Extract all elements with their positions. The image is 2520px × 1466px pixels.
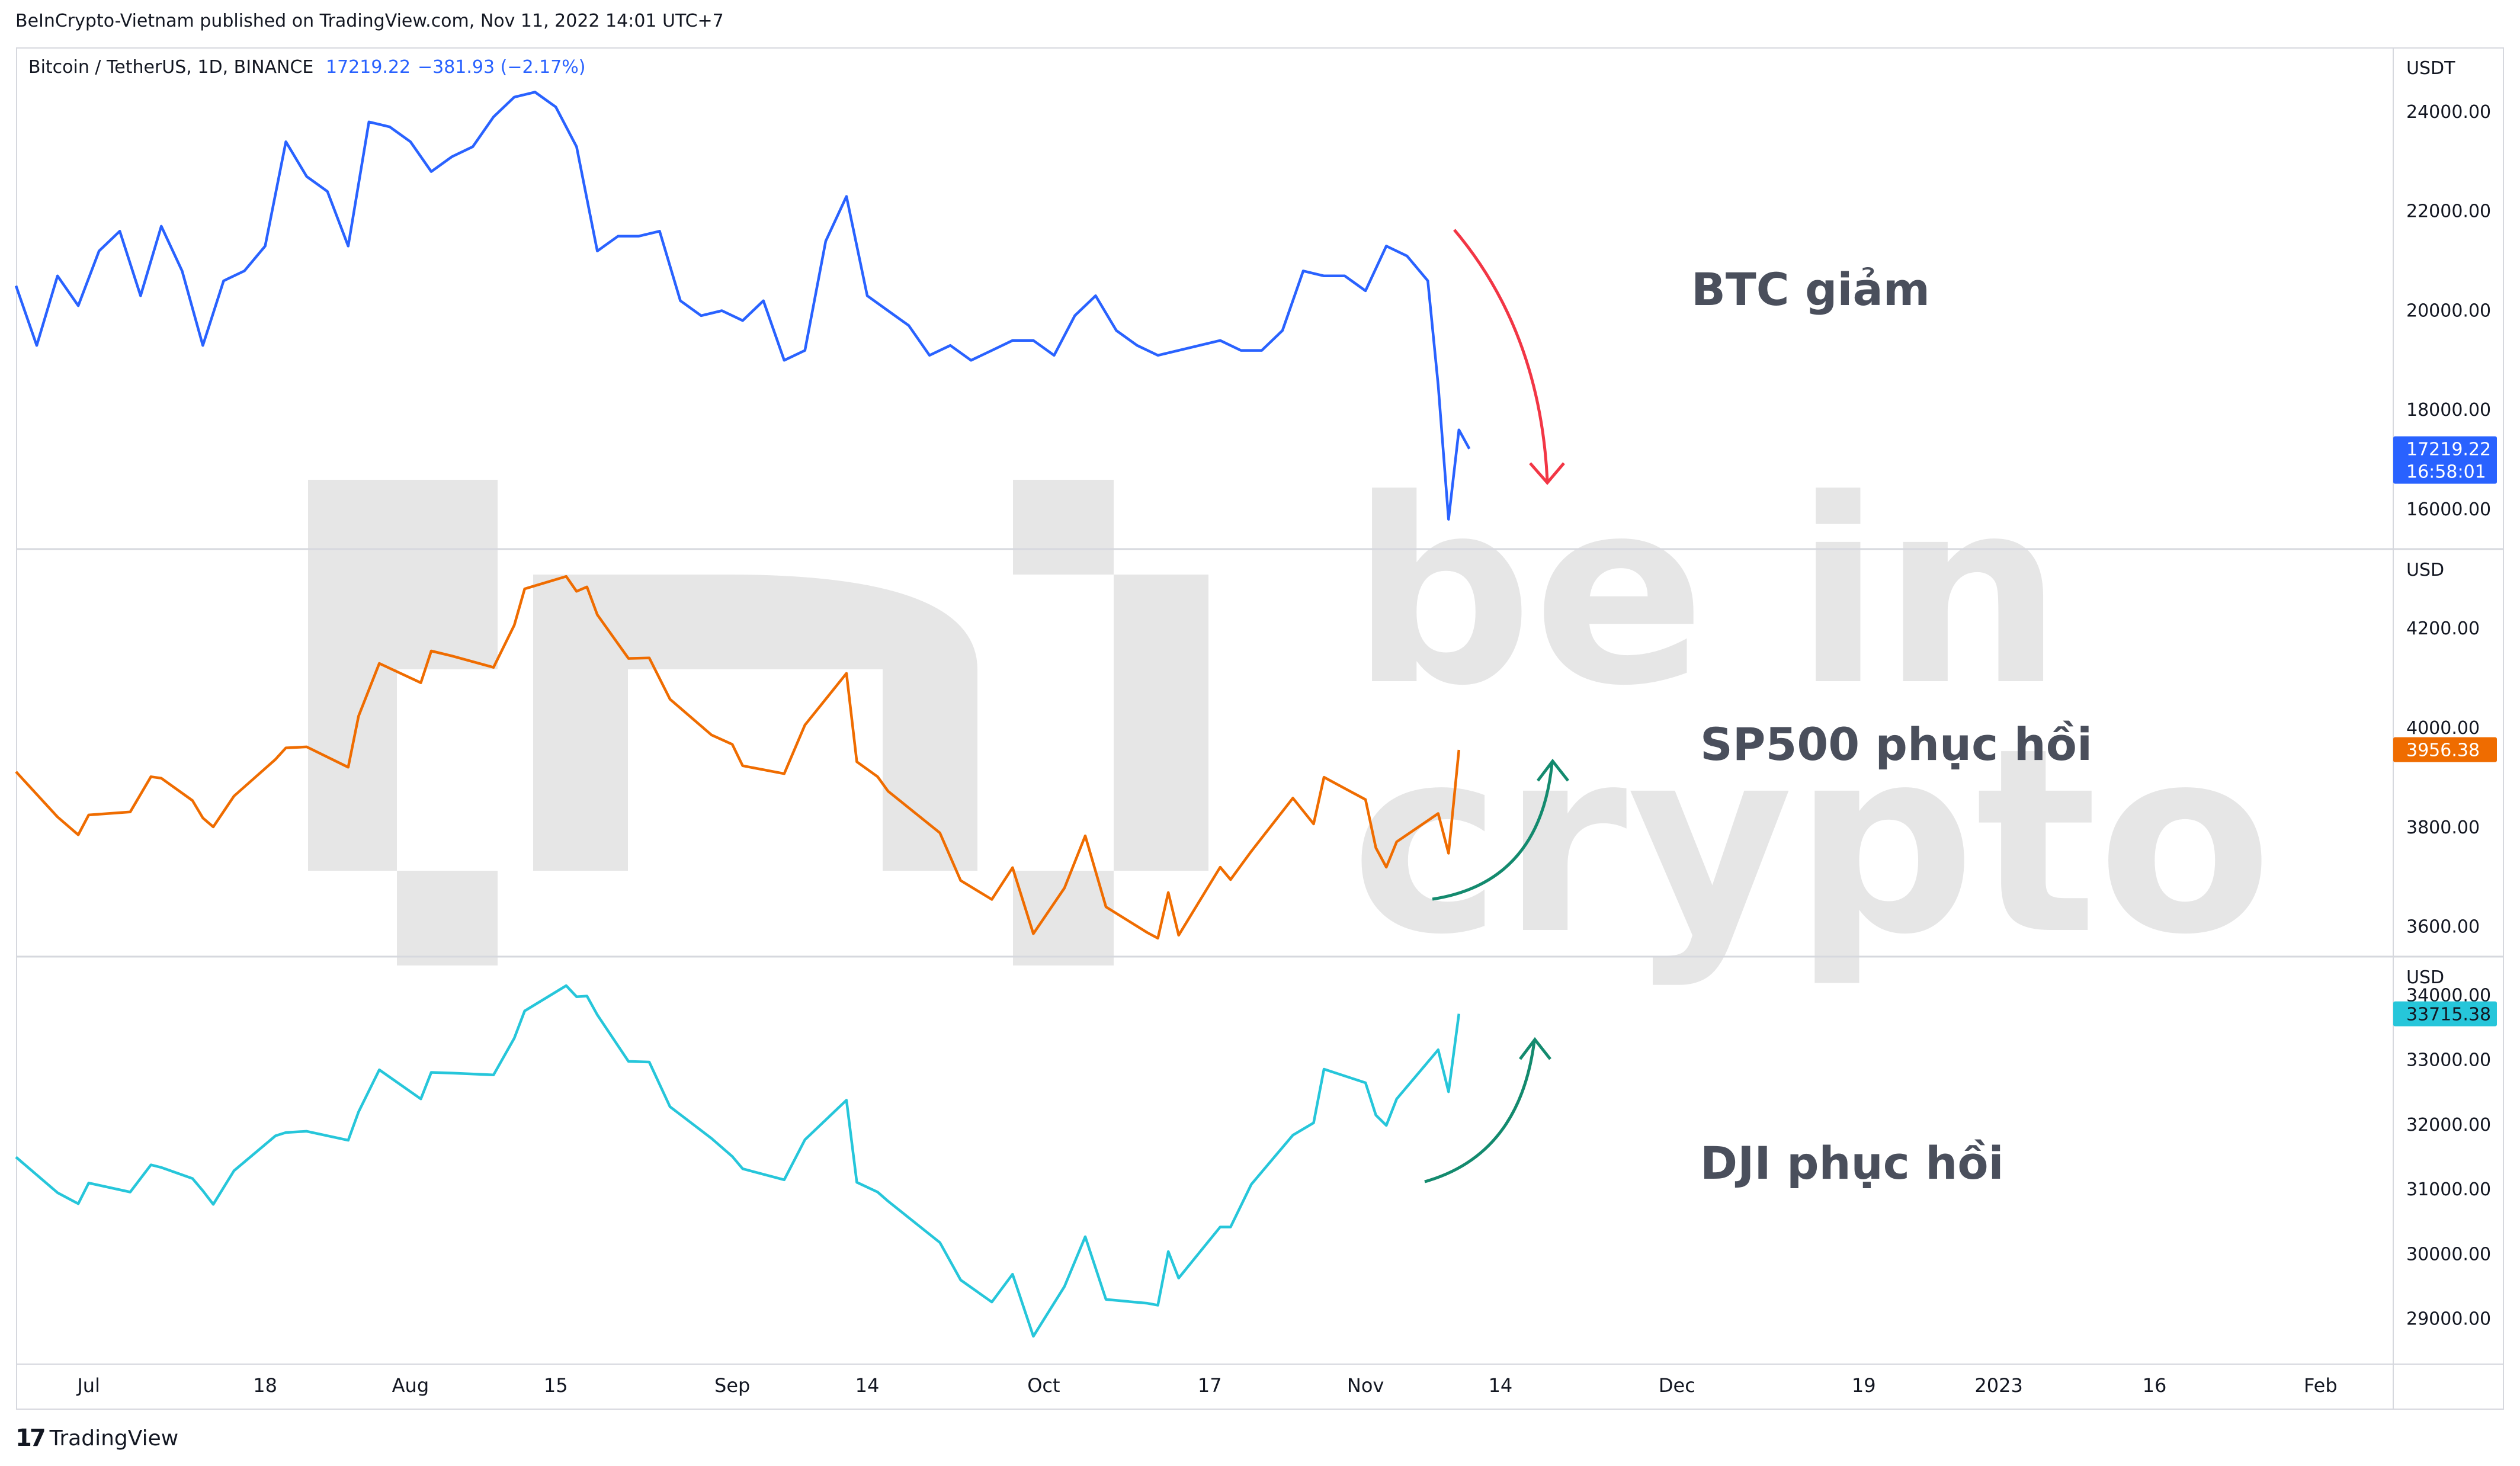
time-axis-label: 17 (1198, 1374, 1222, 1397)
time-axis-label: Aug (392, 1374, 429, 1397)
btc-price-tag-value: 17219.22 (2406, 440, 2491, 460)
time-axis-label: Sep (714, 1374, 750, 1397)
spx-ytick-label: 4000.00 (2406, 718, 2480, 739)
dji-price-line[interactable] (15, 984, 1461, 1338)
watermark-line1: be in (1351, 445, 2063, 742)
dji-up-arrow[interactable] (1424, 1037, 1551, 1183)
time-axis-label: Oct (1027, 1374, 1060, 1397)
btc-ytick-label: 18000.00 (2406, 400, 2491, 421)
tradingview-logo-icon: 17 (15, 1425, 46, 1452)
btc-price-tag (2393, 436, 2497, 484)
watermark-logo-left-bracket (308, 480, 498, 965)
watermark-line2: crypto (1351, 694, 2272, 990)
series-layer (14, 91, 1471, 1338)
time-axis-label: 18 (253, 1374, 277, 1397)
time-axis-label: 19 (1852, 1374, 1876, 1397)
spx-ytick-label: 4200.00 (2406, 618, 2480, 639)
legend-change: −381.93 (−2.17%) (418, 57, 586, 78)
dji-ytick-label: 32000.00 (2406, 1115, 2491, 1135)
time-axis-label: Nov (1347, 1374, 1384, 1397)
dji-ytick-label: 33000.00 (2406, 1050, 2491, 1071)
annotation-dji: DJI phục hồi (1700, 1137, 2004, 1189)
spx-ytick-label: 3600.00 (2406, 917, 2480, 938)
btc-ytick-label: 16000.00 (2406, 499, 2491, 520)
btc-price-line[interactable] (14, 91, 1471, 521)
watermark-logo-n (533, 575, 977, 871)
dji-currency-label: USD (2406, 967, 2444, 988)
tradingview-logo[interactable]: 17 TradingView (15, 1425, 178, 1452)
dji-price-tag-value: 33715.38 (2406, 1005, 2491, 1025)
watermark: be in crypto (308, 445, 2272, 990)
time-axis-label: 14 (855, 1374, 880, 1397)
spx-up-arrow[interactable] (1432, 758, 1569, 901)
time-axis-label: 15 (544, 1374, 568, 1397)
btc-ytick-label: 20000.00 (2406, 300, 2491, 321)
published-header: BeInCrypto-Vietnam published on TradingV… (15, 11, 724, 31)
btc-currency-label: USDT (2406, 58, 2455, 79)
tradingview-logo-text: TradingView (49, 1426, 179, 1451)
time-axis-label: 14 (1489, 1374, 1513, 1397)
legend-symbol[interactable]: Bitcoin / TetherUS, 1D, BINANCE (28, 57, 313, 78)
dji-price-tag (2393, 1001, 2497, 1026)
dji-ytick-label: 30000.00 (2406, 1244, 2491, 1265)
chart-frame[interactable] (16, 47, 2504, 1410)
btc-down-arrow[interactable] (1453, 229, 1565, 485)
price-axis[interactable]: USDT 24000.00 22000.00 20000.00 18000.00 1600… (2406, 58, 2491, 1330)
spx-price-line[interactable] (15, 575, 1461, 940)
btc-ytick-label: 22000.00 (2406, 201, 2491, 222)
spx-price-tag (2393, 737, 2497, 762)
watermark-logo-right-bracket (1013, 480, 1208, 965)
time-axis-label: Dec (1659, 1374, 1695, 1397)
btc-ytick-label: 24000.00 (2406, 102, 2491, 123)
time-axis-label: Feb (2304, 1374, 2338, 1397)
spx-price-tag-value: 3956.38 (2406, 740, 2480, 761)
spx-ytick-label: 3800.00 (2406, 817, 2480, 838)
time-axis-label: Jul (76, 1374, 100, 1397)
dji-ytick-label: 29000.00 (2406, 1309, 2491, 1330)
btc-price-tag-timer: 16:58:01 (2406, 462, 2486, 483)
legend-last-price: 17219.22 (326, 57, 411, 78)
dji-ytick-label: 31000.00 (2406, 1179, 2491, 1200)
watermark-logo-left-bracket-main (308, 480, 498, 965)
time-axis[interactable]: Jul 18 Aug 15 Sep 14 Oct 17 Nov 14 Dec 19 2023 16 Feb (76, 1374, 2337, 1397)
annotation-spx: SP500 phục hồi (1700, 718, 2092, 771)
time-axis-label: 16 (2143, 1374, 2167, 1397)
time-axis-label: 2023 (1974, 1374, 2022, 1397)
annotation-btc: BTC giảm (1691, 263, 1930, 316)
spx-currency-label: USD (2406, 560, 2444, 580)
